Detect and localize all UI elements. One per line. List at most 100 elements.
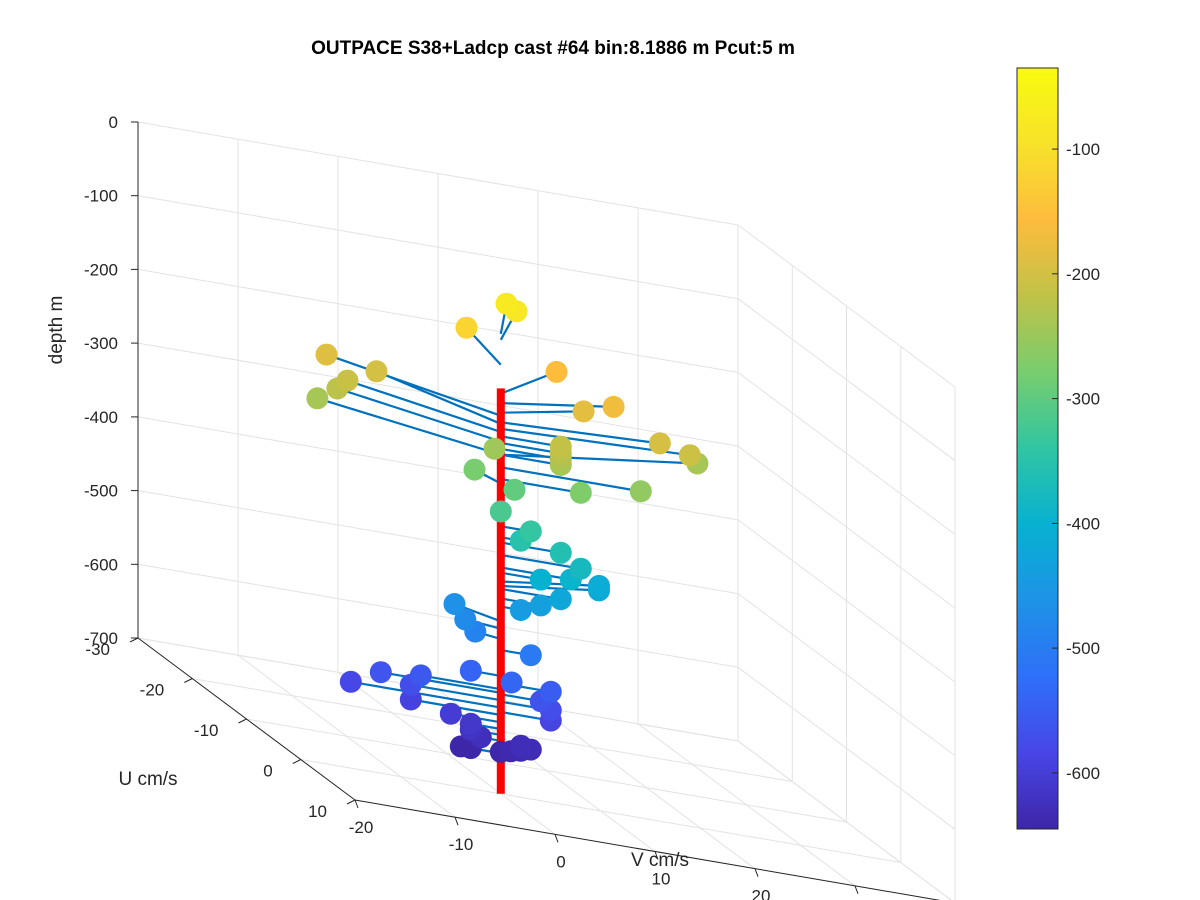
z-axis-label: depth m [46, 296, 67, 365]
y-tick-mark [129, 637, 139, 643]
grid-line [246, 718, 847, 823]
colorbar-tick-label: -300 [1066, 390, 1100, 409]
data-point [549, 435, 572, 458]
data-point [369, 661, 392, 684]
data-point [629, 480, 652, 503]
colorbar-tick-label: -600 [1066, 764, 1100, 783]
x-tick-mark [554, 834, 559, 843]
data-point [519, 520, 542, 543]
grid-line [137, 121, 739, 226]
velocity-stick [500, 410, 584, 414]
velocity-stick [317, 397, 502, 456]
data-point [500, 671, 523, 694]
data-point [678, 444, 701, 467]
data-point [529, 594, 552, 617]
x-tick-label: 20 [752, 887, 771, 900]
data-point [602, 395, 625, 418]
z-tick-label: -200 [84, 260, 118, 279]
depth-points [306, 292, 709, 763]
velocity-stick [326, 353, 502, 417]
y-tick-mark [346, 799, 356, 805]
data-point [569, 481, 592, 504]
data-point [439, 702, 462, 725]
data-point [489, 500, 512, 523]
x-tick-label: -10 [449, 835, 474, 854]
x-tick-label: -20 [349, 818, 374, 837]
data-point [569, 557, 592, 580]
velocity-stick [420, 674, 501, 691]
data-point [306, 387, 329, 410]
x-tick-mark [454, 817, 459, 826]
data-point [495, 292, 518, 315]
grid-line [737, 298, 956, 462]
velocity-stick [500, 553, 581, 570]
data-point [549, 588, 572, 611]
data-point [459, 712, 482, 735]
grid-line [737, 371, 956, 535]
data-point [529, 568, 552, 591]
z-tick-label: -500 [84, 482, 118, 501]
grid-line [737, 445, 956, 609]
velocity-stick [350, 680, 501, 709]
x-tick-mark [754, 868, 759, 877]
data-point [572, 400, 595, 423]
y-axis-label: U cm/s [118, 769, 177, 790]
axes-grid [137, 121, 956, 900]
data-point [648, 432, 671, 455]
data-point [463, 458, 486, 481]
velocity-stick [500, 466, 641, 493]
x-tick-label: 10 [652, 870, 671, 889]
velocity-stick [500, 584, 600, 592]
velocity-stick [380, 671, 501, 694]
grid-line [192, 678, 793, 782]
y-tick-label: 10 [308, 802, 327, 821]
velocity-stick [347, 379, 502, 433]
grid-line [737, 593, 956, 757]
y-tick-mark [184, 678, 193, 683]
velocity-stick [337, 387, 502, 443]
data-point [409, 664, 432, 687]
data-point [588, 574, 610, 597]
y-tick-label: -10 [194, 721, 219, 740]
colorbar-tick-label: -100 [1066, 140, 1100, 159]
grid-line [137, 563, 739, 668]
axis-ticks: 0-100-200-300-400-500-600-700-30-20-1001… [84, 113, 859, 900]
data-point [455, 316, 478, 339]
y-tick-label: -20 [140, 681, 165, 700]
x-tick-mark [854, 885, 859, 894]
z-tick-label: -100 [84, 187, 118, 206]
velocity-stick [500, 421, 661, 445]
grid-line [137, 268, 739, 373]
x-tick-mark [354, 799, 359, 809]
z-tick-label: -300 [84, 334, 118, 353]
grid-line [737, 519, 956, 683]
grid-line [737, 224, 956, 388]
data-point [483, 437, 506, 460]
x-tick-mark [654, 851, 659, 860]
y-tick-mark [238, 718, 247, 724]
data-point [459, 659, 482, 682]
y-tick-mark [292, 759, 302, 764]
colorbar-tick-label: -400 [1066, 514, 1100, 533]
grid-line [737, 666, 956, 830]
data-point [549, 541, 572, 564]
grid-line [137, 490, 739, 595]
grid-line [137, 195, 739, 300]
velocity-stick [500, 453, 698, 465]
z-tick-label: -600 [84, 555, 118, 574]
colorbar: -100 -200 -300 -400 -500 -600 [1016, 67, 1100, 830]
z-tick-label: -700 [84, 629, 118, 648]
data-point [339, 670, 362, 693]
velocity-stick [500, 402, 614, 408]
velocity-stick [410, 683, 501, 702]
grid-line [137, 416, 739, 521]
data-point [539, 680, 562, 703]
data-point [315, 343, 338, 366]
data-point [365, 360, 388, 383]
x-tick-label: 0 [556, 852, 565, 871]
data-point [503, 478, 526, 501]
z-tick-label: -400 [84, 408, 118, 427]
colorbar-tick-label: -500 [1066, 639, 1100, 658]
grid-line [300, 759, 901, 863]
